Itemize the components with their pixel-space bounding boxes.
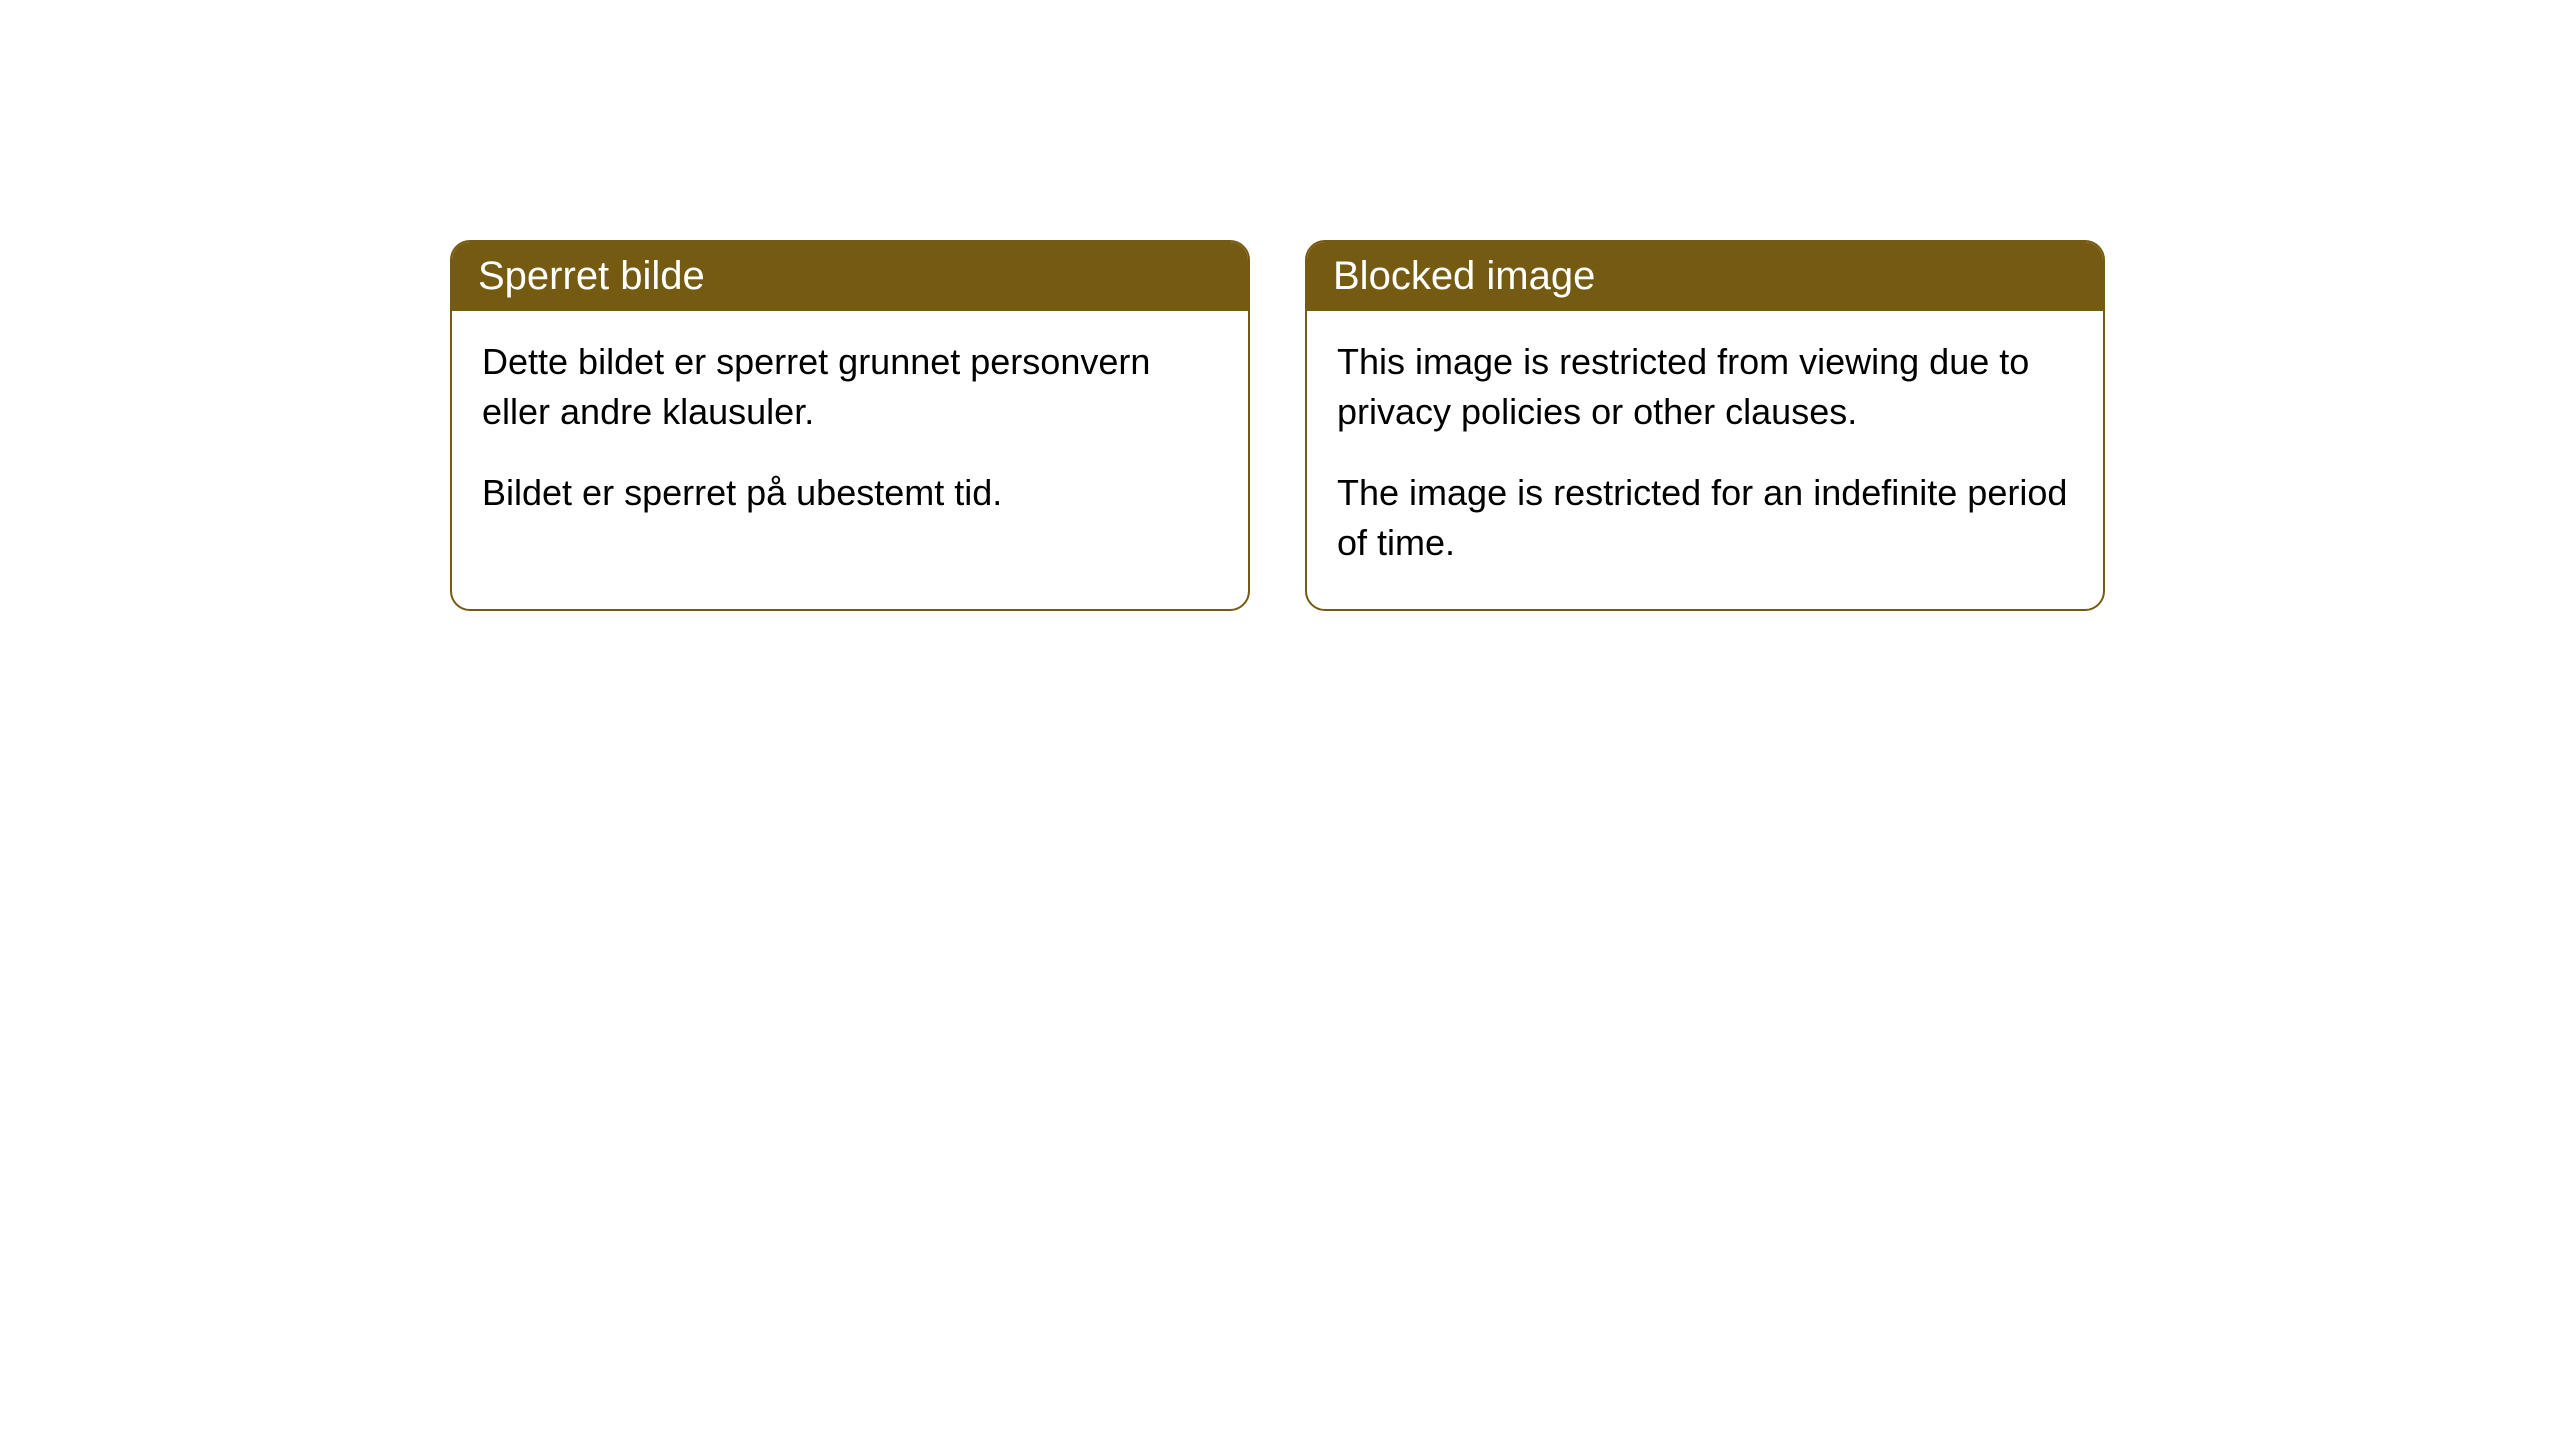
notice-cards-container: Sperret bilde Dette bildet er sperret gr… — [450, 240, 2560, 611]
card-paragraph: Dette bildet er sperret grunnet personve… — [482, 337, 1218, 438]
card-header: Blocked image — [1307, 242, 2103, 311]
blocked-image-card-norwegian: Sperret bilde Dette bildet er sperret gr… — [450, 240, 1250, 611]
card-paragraph: The image is restricted for an indefinit… — [1337, 468, 2073, 569]
card-body: Dette bildet er sperret grunnet personve… — [452, 311, 1248, 558]
card-header: Sperret bilde — [452, 242, 1248, 311]
card-body: This image is restricted from viewing du… — [1307, 311, 2103, 609]
card-title: Sperret bilde — [478, 254, 705, 298]
card-paragraph: This image is restricted from viewing du… — [1337, 337, 2073, 438]
blocked-image-card-english: Blocked image This image is restricted f… — [1305, 240, 2105, 611]
card-title: Blocked image — [1333, 254, 1595, 298]
card-paragraph: Bildet er sperret på ubestemt tid. — [482, 468, 1218, 518]
